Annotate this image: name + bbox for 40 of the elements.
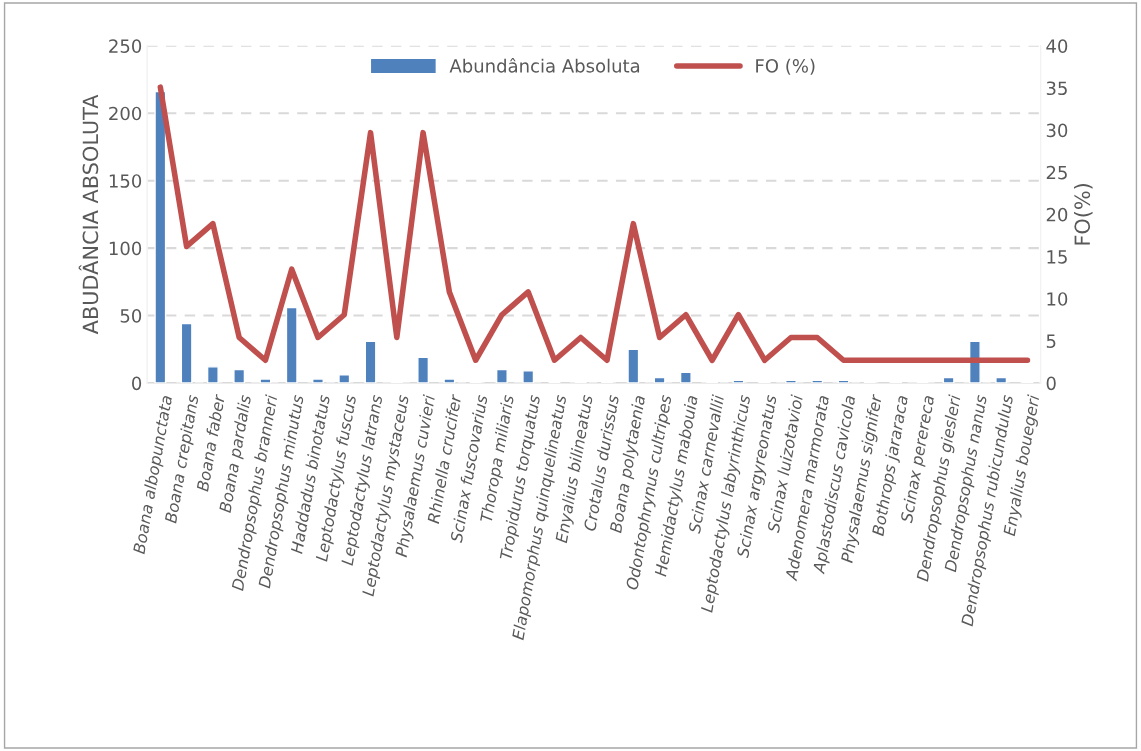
y2-axis-title: FO(%) xyxy=(1074,183,1093,245)
bar xyxy=(443,378,456,384)
y2-tick-label: 30 xyxy=(1046,123,1068,138)
y2-tick-label: 40 xyxy=(1046,39,1068,53)
bar xyxy=(338,374,351,384)
y2-tick-label: 20 xyxy=(1046,207,1068,222)
bar xyxy=(495,368,508,384)
y-tick-label: 250 xyxy=(109,39,142,53)
bar xyxy=(364,340,377,384)
y-tick-label: 0 xyxy=(132,376,142,391)
bar xyxy=(417,356,430,384)
y-tick-label: 150 xyxy=(109,174,142,188)
y2-tick-label: 5 xyxy=(1046,334,1056,348)
y-tick-label: 100 xyxy=(109,241,142,256)
y-axis-title: ABUDÂNCIA ABSOLUTA xyxy=(78,94,99,335)
legend-label: Abundância Absoluta xyxy=(449,57,640,73)
bar xyxy=(180,322,193,384)
bar xyxy=(811,379,824,384)
legend-label: FO (%) xyxy=(756,58,815,75)
bar xyxy=(627,348,640,384)
bar xyxy=(679,371,692,384)
bar xyxy=(522,370,535,384)
y2-tick-label: 25 xyxy=(1046,165,1067,180)
y2-tick-label: 10 xyxy=(1047,292,1068,306)
bar xyxy=(259,378,272,384)
bar xyxy=(285,306,298,384)
bar xyxy=(942,376,955,384)
y2-tick-label: 0 xyxy=(1046,376,1056,391)
y-tick-label: 200 xyxy=(109,106,142,121)
y2-tick-label: 15 xyxy=(1047,250,1067,264)
bar xyxy=(653,376,666,384)
bar xyxy=(154,90,167,384)
bar xyxy=(312,378,324,384)
bar xyxy=(995,376,1008,384)
bar xyxy=(785,379,797,384)
y-tick-label: 50 xyxy=(120,309,142,323)
bar xyxy=(233,368,246,384)
y2-tick-label: 35 xyxy=(1046,81,1067,96)
bar xyxy=(206,366,219,384)
bar xyxy=(732,379,745,384)
